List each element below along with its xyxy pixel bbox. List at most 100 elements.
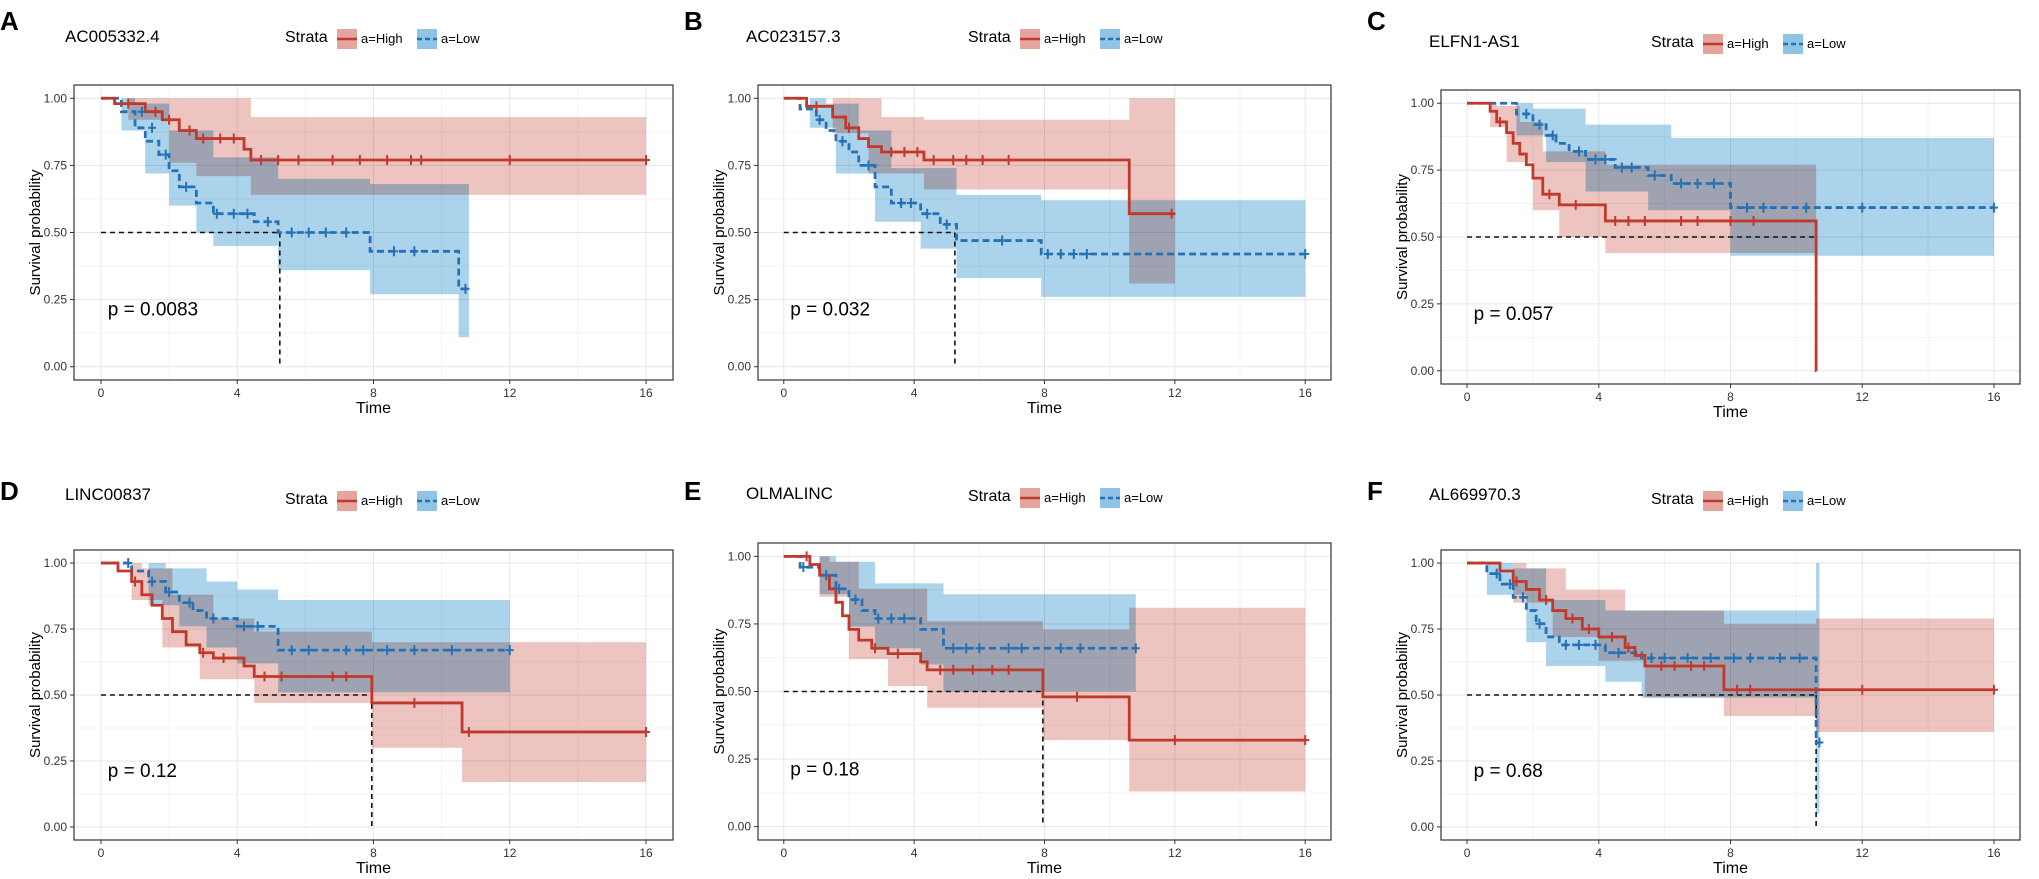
censor-mark	[1017, 643, 1026, 654]
censor-mark	[900, 146, 909, 157]
y-tick-label: 0.25	[1411, 754, 1435, 768]
legend-title: Strata	[1651, 34, 1694, 51]
censor-mark	[131, 576, 140, 587]
censor-mark	[923, 208, 932, 219]
legend: Strata a=High a=Low	[968, 29, 1163, 49]
censor-mark	[1700, 660, 1709, 671]
median-lines	[783, 690, 1044, 827]
panel-F: F AL669970.3 Strata a=High a=Low 0.00 0.25 0.50…	[1367, 476, 2021, 877]
x-tick-label: 0	[98, 846, 105, 860]
y-axis-label: Survival probability	[27, 169, 44, 295]
censor-mark	[962, 643, 971, 654]
gene-title: OLMALINC	[746, 484, 833, 503]
censor-mark	[1611, 215, 1620, 226]
x-axis-label: Time	[1713, 860, 1748, 877]
panel-D: D LINC00837 Strata a=High a=Low 0.00 0.25 0.50 0…	[0, 476, 674, 877]
censor-mark	[949, 664, 958, 675]
legend-title: Strata	[968, 488, 1011, 505]
censor-mark	[185, 125, 194, 136]
y-tick-label: 0.75	[1411, 622, 1435, 636]
y-tick-label: 0.25	[44, 754, 68, 768]
legend: Strata a=High a=Low	[1651, 491, 1846, 511]
gene-title: ELFN1-AS1	[1429, 32, 1520, 51]
censor-mark	[802, 551, 811, 562]
censor-mark	[1729, 653, 1738, 664]
y-tick-label: 0.00	[44, 360, 68, 374]
y-tick-label: 1.00	[1411, 556, 1435, 570]
censor-mark	[148, 576, 157, 587]
y-axis-label: Survival probability	[27, 632, 44, 758]
censor-mark	[1495, 116, 1504, 127]
censor-mark	[165, 114, 174, 125]
legend: Strata a=High a=Low	[285, 29, 480, 49]
censor-mark	[1076, 643, 1085, 654]
panel-letter: C	[1367, 6, 1386, 36]
censor-mark	[1601, 154, 1610, 165]
censor-mark	[1607, 631, 1616, 642]
censor-mark	[199, 647, 208, 658]
censor-mark	[304, 227, 313, 238]
ci-band-low	[783, 556, 1136, 692]
censor-mark	[1693, 178, 1702, 189]
censor-mark	[1749, 215, 1758, 226]
censor-mark	[253, 621, 262, 632]
censor-mark	[209, 613, 218, 624]
censor-marks-high	[1512, 576, 1998, 695]
x-tick-label: 16	[1987, 846, 2001, 860]
y-tick-label: 0.75	[728, 617, 752, 631]
censor-mark	[461, 283, 470, 294]
censor-mark	[1535, 618, 1544, 629]
censor-marks-low	[137, 106, 470, 294]
x-tick-label: 8	[370, 846, 377, 860]
y-tick-label: 1.00	[728, 91, 752, 105]
censor-mark	[1492, 568, 1501, 579]
y-tick-label: 0.50	[728, 685, 752, 699]
censor-mark	[1746, 684, 1755, 695]
y-axis-label: Survival probability	[711, 169, 728, 295]
censor-marks-high	[802, 551, 1310, 746]
censor-mark	[1584, 624, 1593, 635]
x-tick-label: 8	[1041, 386, 1048, 400]
censor-mark	[900, 613, 909, 624]
legend-low-label: a=Low	[441, 493, 480, 508]
censor-marks-low	[124, 558, 514, 656]
censor-mark	[1746, 653, 1755, 664]
legend-title: Strata	[285, 29, 328, 46]
x-tick-label: 0	[780, 846, 787, 860]
censor-mark	[410, 246, 419, 257]
censor-mark	[219, 653, 228, 664]
y-axis-label: Survival probability	[1394, 632, 1411, 758]
legend-low-label: a=Low	[1124, 31, 1163, 46]
panel-letter: A	[0, 6, 19, 36]
y-tick-label: 0.00	[44, 820, 68, 834]
censor-mark	[229, 133, 238, 144]
censor-mark	[906, 197, 915, 208]
p-value: p = 0.032	[790, 300, 870, 321]
censor-mark	[1677, 178, 1686, 189]
censor-mark	[212, 208, 221, 219]
censor-marks-high	[131, 576, 651, 737]
censor-mark	[913, 146, 922, 157]
x-tick-label: 12	[1856, 390, 1870, 404]
censor-mark	[342, 645, 351, 656]
x-tick-label: 0	[780, 386, 787, 400]
censor-mark	[975, 643, 984, 654]
censor-mark	[968, 664, 977, 675]
censor-mark	[887, 613, 896, 624]
x-tick-label: 12	[1168, 386, 1182, 400]
censor-mark	[1858, 684, 1867, 695]
curve-high	[1467, 101, 1818, 373]
censor-mark	[1775, 653, 1784, 664]
gene-title: AC023157.3	[746, 27, 841, 46]
censor-mark	[1614, 647, 1623, 658]
censor-mark	[822, 570, 831, 581]
legend-high-label: a=High	[1044, 31, 1086, 46]
censor-mark	[1657, 660, 1666, 671]
censor-mark	[355, 155, 364, 166]
censor-mark	[321, 227, 330, 238]
censor-mark	[1706, 653, 1715, 664]
censor-mark	[1670, 660, 1679, 671]
censor-mark	[1795, 653, 1804, 664]
x-tick-label: 0	[1464, 846, 1471, 860]
censor-mark	[936, 664, 945, 675]
